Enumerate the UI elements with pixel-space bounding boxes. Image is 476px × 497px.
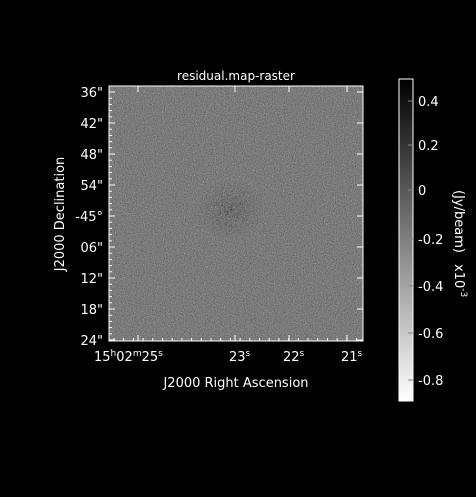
x-axis-ticks: 15h02m25s 23s 22s 21s — [94, 86, 363, 365]
y-tick-label: 54" — [80, 179, 103, 194]
y-axis-ticks: 36" 42" 48" 54" -45° 06" 12" 18" 24" — [75, 86, 363, 349]
colorbar-tick-label: -0.6 — [418, 327, 443, 342]
y-axis-label: J2000 Declination — [53, 157, 68, 273]
colorbar-unit-label: (Jy/beam) — [451, 190, 466, 253]
residual-raster — [109, 86, 363, 341]
x-axis-label: J2000 Right Ascension — [162, 376, 308, 391]
colorbar-ticks: 0.4 0.2 0 -0.2 -0.4 -0.6 -0.8 — [408, 95, 443, 389]
y-tick-label: 36" — [80, 86, 103, 101]
plot-frame — [108, 85, 364, 342]
colorbar-tick-label: -0.4 — [418, 280, 443, 295]
y-tick-label: 12" — [80, 272, 103, 287]
y-tick-label: -45° — [75, 210, 103, 225]
y-tick-label: 24" — [80, 334, 103, 349]
colorbar-gradient — [398, 78, 414, 402]
y-tick-label: 18" — [80, 303, 103, 318]
colorbar: 0.4 0.2 0 -0.2 -0.4 -0.6 -0.8 (Jy/beam) x10-3 — [398, 78, 468, 402]
y-tick-label: 06" — [80, 241, 103, 256]
colorbar-tick-label: -0.2 — [418, 233, 443, 248]
colorbar-scale-label: x10-3 — [451, 264, 468, 297]
y-tick-label: 48" — [80, 148, 103, 163]
map-title: residual.map-raster — [177, 69, 295, 83]
x-tick-label: 21s — [341, 349, 363, 365]
colorbar-tick-label: 0 — [418, 184, 426, 199]
x-tick-label: 23s — [229, 349, 251, 365]
y-tick-label: 42" — [80, 117, 103, 132]
x-tick-label: 22s — [283, 349, 305, 365]
colorbar-tick-label: -0.8 — [418, 374, 443, 389]
x-tick-label: 15h02m25s — [94, 349, 163, 365]
colorbar-tick-label: 0.4 — [418, 95, 439, 110]
colorbar-tick-label: 0.2 — [418, 139, 439, 154]
